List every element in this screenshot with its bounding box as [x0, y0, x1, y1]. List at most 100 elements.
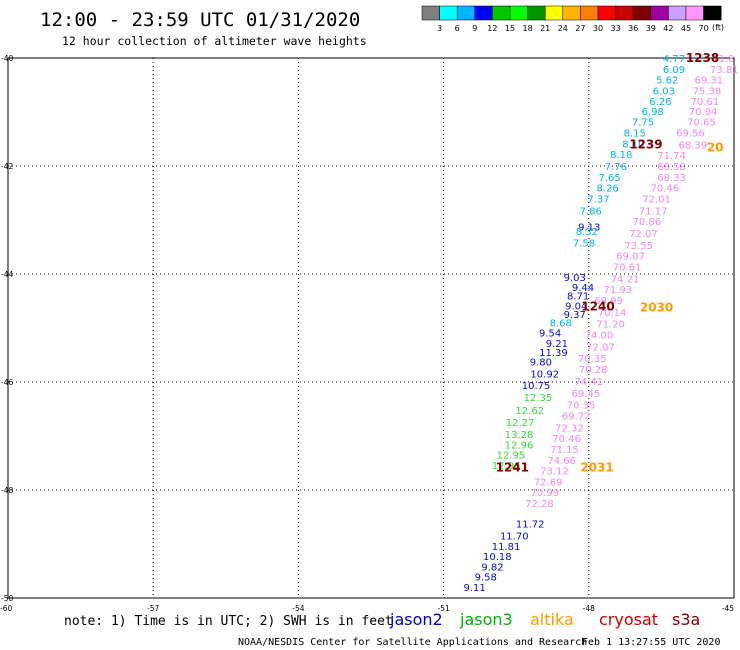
- legend-altika: altika: [530, 610, 574, 629]
- data-point-label-s3a: 72.28: [525, 499, 554, 510]
- legend-jason2: jason2: [389, 610, 443, 629]
- data-point-label-s3a: 74.66: [547, 456, 576, 467]
- colorbar-tick-label: 45: [681, 24, 691, 33]
- y-tick-label: -44: [1, 270, 13, 279]
- data-point-label-s3a: 71.93: [604, 285, 633, 296]
- y-tick-label: -42: [1, 162, 13, 171]
- data-point-label-jason3: 12.96: [505, 441, 534, 452]
- data-point-label-cyan: 8.68: [550, 319, 572, 330]
- data-point-label-s3a: 73.12: [540, 467, 569, 478]
- data-point-label-jason3: 12.35: [524, 393, 553, 404]
- data-point-label-s3a: 70.65: [687, 118, 716, 129]
- data-point-label-cyan: 8.26: [597, 184, 619, 195]
- data-point-label-cyan: 7.37: [587, 194, 609, 205]
- colorbar-swatch: [650, 5, 669, 21]
- data-point-label-s3a: 68.39: [679, 140, 708, 151]
- colorbar-swatch: [615, 5, 634, 21]
- legend-jason3: jason3: [459, 610, 513, 629]
- colorbar-swatch: [456, 5, 476, 21]
- data-point-label-jason3: 13.28: [505, 430, 534, 441]
- data-point-label-s3a: 74.21: [611, 274, 640, 285]
- data-point-label-jason2: 9.58: [475, 572, 497, 583]
- data-point-label-cyan: 8.15: [624, 129, 646, 140]
- data-point-label-altika: 20: [707, 141, 724, 155]
- data-point-label-s3a: 72.07: [586, 342, 615, 353]
- x-tick-label: -45: [722, 604, 734, 613]
- colorbar-tick-label: 39: [646, 24, 656, 33]
- colorbar-tick-label: 15: [505, 24, 515, 33]
- data-point-label-jason2: 11.70: [500, 531, 529, 542]
- data-point-label-jason2: 9.11: [463, 583, 485, 594]
- data-point-label-jason3: 12.62: [515, 406, 544, 417]
- data-point-label-jason2: 9.21: [546, 339, 568, 350]
- data-point-label-s3a: 71.15: [550, 445, 579, 456]
- x-tick-label: -51: [437, 604, 449, 613]
- colorbar-tick-label: 42: [663, 24, 673, 33]
- data-point-label-jason2: 9.80: [530, 357, 552, 368]
- data-labels: 9.139.039.448.719.049.379.549.2111.399.8…: [463, 51, 738, 594]
- y-tick-label: -46: [1, 378, 13, 387]
- colorbar-swatch: [685, 5, 704, 21]
- data-point-label-s3a: 70.14: [598, 308, 627, 319]
- data-point-label-jason2: 11.72: [516, 519, 545, 530]
- colorbar-tick-label: 12: [487, 24, 497, 33]
- data-point-label-jason3: 12.96: [492, 461, 521, 472]
- data-point-label-s3a: 70.94: [689, 107, 718, 118]
- data-point-label-jason2: 9.37: [564, 310, 586, 321]
- data-point-label-jason3: 12.27: [506, 418, 535, 429]
- data-point-label-s3a: 72.32: [555, 423, 584, 434]
- footer-note: note: 1) Time is in UTC; 2) SWH is in fe…: [64, 614, 393, 629]
- data-point-label-jason2: 11.39: [539, 348, 568, 359]
- data-point-label-s3a: 70.46: [552, 434, 581, 445]
- data-point-label-cyan: 4.77: [663, 54, 685, 65]
- y-tick-label: -50: [1, 594, 13, 603]
- data-point-label-jason2: 10.18: [483, 552, 512, 563]
- data-point-label-s3a: 70.99: [530, 488, 559, 499]
- chart-title: 12:00 - 23:59 UTC 01/31/2020: [40, 9, 360, 31]
- data-point-label-s3a: 69.07: [616, 252, 645, 263]
- x-tick-label: -57: [147, 604, 159, 613]
- data-point-label-s3a: 75.38: [693, 86, 722, 97]
- data-point-label-jason2: 9.04: [565, 301, 587, 312]
- data-point-label-s3a: 72.69: [534, 477, 563, 488]
- data-point-label-jason2: 10.75: [522, 381, 551, 392]
- colorbar-tick-label: 30: [593, 24, 603, 33]
- colorbar-swatch: [544, 5, 564, 21]
- data-point-label-cyan: 8.10: [622, 139, 644, 150]
- colorbar-swatch: [668, 5, 687, 21]
- colorbar-tick-label: 18: [523, 24, 533, 33]
- data-point-label-s3a: 70.61: [691, 97, 720, 108]
- y-tick-label: -40: [1, 54, 13, 63]
- colorbar-tick-label: 9: [472, 24, 477, 33]
- colorbar-tick-label: 70: [699, 24, 709, 33]
- data-point-label-jason2: 10.92: [530, 369, 559, 380]
- data-point-label-jason2: 9.54: [539, 328, 561, 339]
- colorbar-swatch: [632, 5, 652, 21]
- data-point-label-s3a: 68.58: [657, 162, 686, 173]
- data-point-label-cyan: 6.26: [649, 97, 671, 108]
- data-point-label-cyan: 6.03: [653, 86, 675, 97]
- colorbar-swatch: [580, 5, 599, 21]
- axis-ticks: -60 -57 -54 -51 -48 -45 -40 -42 -44 -46 -48 -50: [0, 54, 734, 613]
- data-point-label-cyan: 7.75: [632, 118, 654, 129]
- legend-cryosat: cryosat: [599, 610, 658, 629]
- colorbar-tick-label: 33: [611, 24, 621, 33]
- data-point-label-cyan: 7.65: [598, 173, 620, 184]
- data-point-label-cyan: 6.09: [663, 65, 685, 76]
- plot-frame: [7, 57, 735, 599]
- satellite-legend: jason2 jason3 altika cryosat s3a: [389, 610, 700, 629]
- data-point-label-s3a: 73.81: [710, 65, 739, 76]
- colorbar-swatch: [439, 5, 458, 21]
- data-point-label-cyan: 8.18: [610, 150, 632, 161]
- data-point-label-s3a: 70.35: [567, 401, 596, 412]
- data-point-label-cyan: 7.76: [605, 162, 627, 173]
- data-point-label-cyan: 5.62: [656, 76, 678, 87]
- x-tick-label: -48: [583, 604, 595, 613]
- colorbar-swatch: [421, 5, 440, 21]
- data-point-label-jason2: 8.71: [567, 292, 589, 303]
- data-point-label-s3a: 74.00: [585, 330, 614, 341]
- colorbar-swatch: [527, 5, 546, 21]
- plot-area: -60 -57 -54 -51 -48 -45 -40 -42 -44 -46 -48 -50 9.1…: [0, 51, 739, 613]
- colorbar-swatch: [509, 5, 528, 21]
- data-point-label-s3a: 70.28: [579, 365, 608, 376]
